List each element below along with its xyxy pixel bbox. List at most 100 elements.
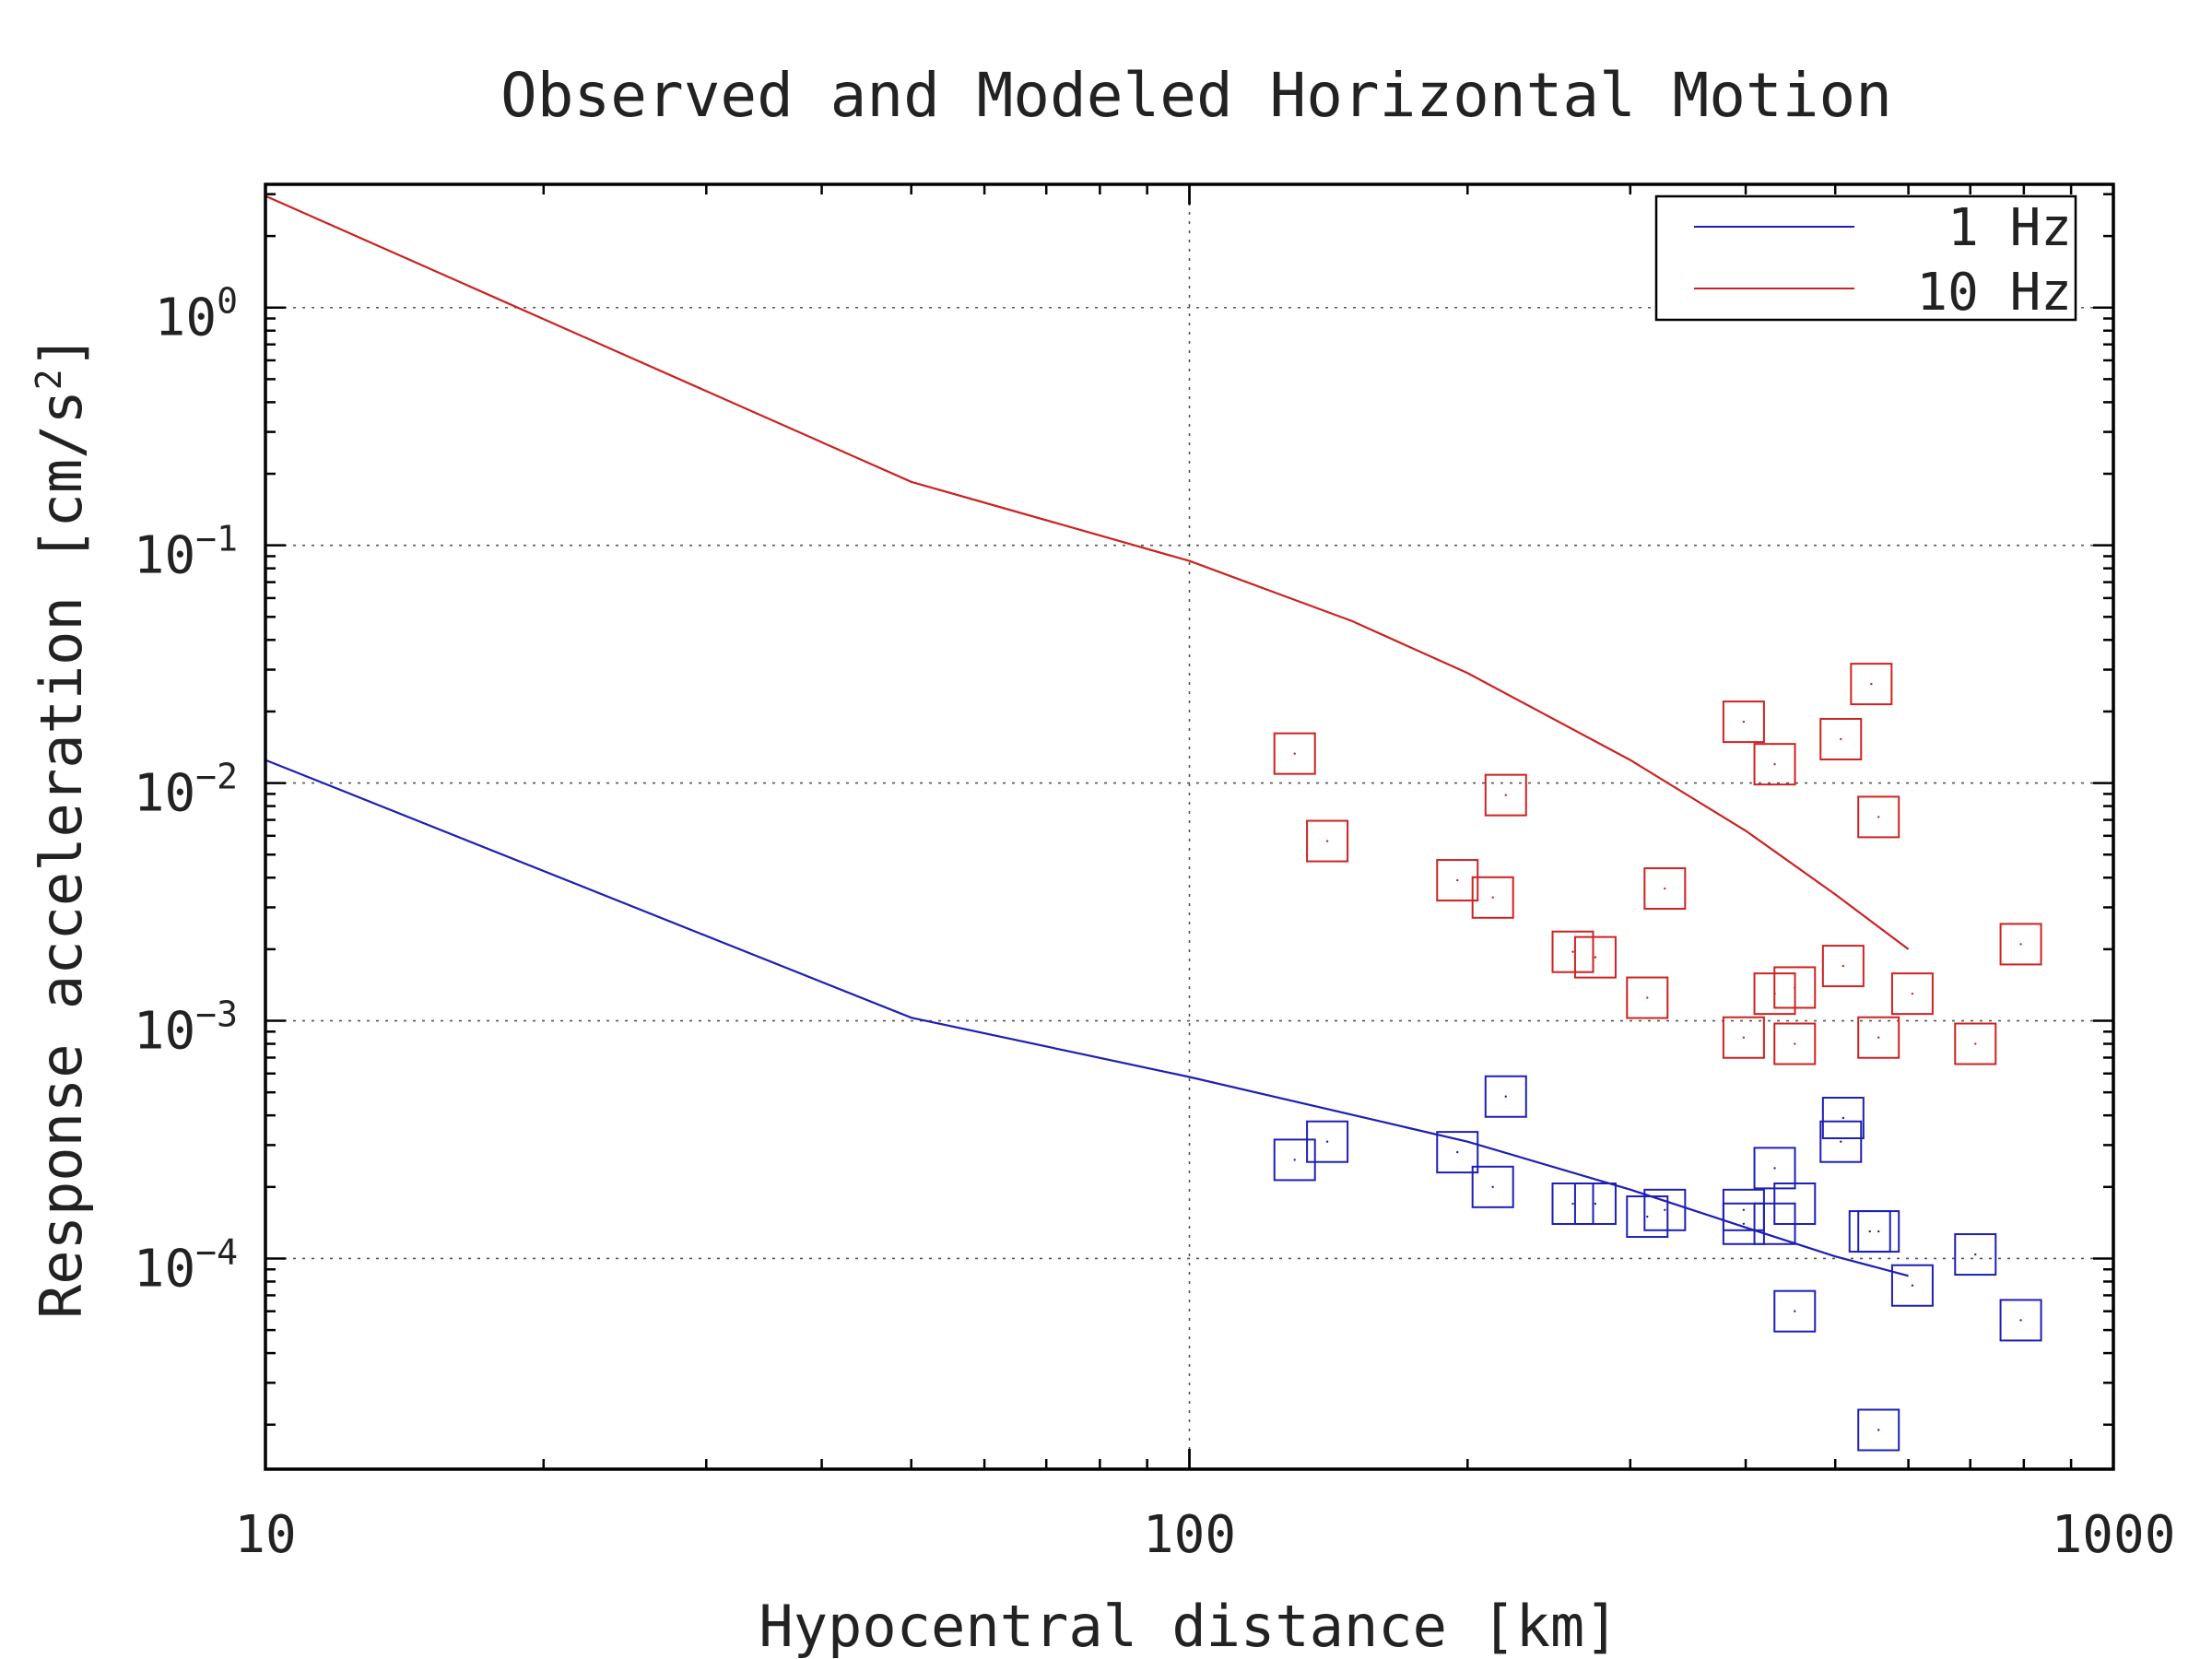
y-tick-exponent: −4	[195, 1231, 238, 1272]
data-point-center	[1870, 682, 1873, 686]
grid-lines	[265, 184, 2113, 1469]
data-point-center	[1594, 956, 1597, 959]
data-point-marker	[1573, 1182, 1617, 1226]
data-point-marker	[1471, 876, 1514, 919]
y-axis-label: Response acceleration [cm/s2]	[28, 335, 95, 1319]
data-point-marker	[1306, 819, 1349, 863]
chart-title: Observed and Modeled Horizontal Motion	[500, 60, 1892, 131]
data-point-center	[1571, 950, 1574, 953]
data-point-center	[1571, 1202, 1574, 1206]
x-tick-label: 1000	[2052, 1505, 2176, 1565]
x-tick-labels: 10 100 1000	[234, 1505, 2175, 1565]
legend-label-10hz: 10 Hz	[1916, 263, 2072, 323]
series-line	[265, 759, 1909, 1277]
data-point-center	[1794, 1310, 1796, 1312]
legend: 1 Hz 10 Hz	[1654, 194, 2077, 323]
data-point-marker	[1954, 1022, 1997, 1065]
data-point-center	[1325, 1140, 1329, 1143]
data-point-marker	[1436, 859, 1479, 902]
data-point-center	[1742, 1036, 1746, 1039]
data-point-marker	[1643, 867, 1687, 911]
y-tick-label: 10−2	[134, 757, 238, 824]
data-point-center	[1504, 1095, 1507, 1098]
data-point-marker	[1999, 923, 2042, 966]
data-point-center	[1742, 1208, 1746, 1212]
data-point-marker	[1626, 1195, 1669, 1239]
data-point-marker	[1722, 700, 1765, 744]
data-point-center	[1456, 878, 1459, 882]
y-tick-label: 100	[155, 281, 238, 348]
data-point-marker	[1857, 1016, 1900, 1059]
data-point-marker	[1573, 935, 1617, 979]
x-tick-label: 100	[1143, 1505, 1236, 1565]
data-point-marker	[1773, 1182, 1817, 1226]
data-point-marker	[1773, 1289, 1817, 1333]
data-point-marker	[1890, 1264, 1934, 1307]
data-point-center	[1664, 887, 1666, 890]
plot-frame	[264, 182, 2115, 1471]
data-point-center	[1325, 840, 1329, 842]
data-point-marker	[1850, 663, 1893, 706]
y-tick-label: 10−3	[134, 994, 238, 1062]
data-point-center	[1646, 1215, 1649, 1218]
data-point-center	[1504, 794, 1507, 796]
data-point-center	[1877, 816, 1880, 818]
data-point-center	[2019, 943, 2022, 946]
y-axis-label-text: Response acceleration [cm/s	[28, 390, 95, 1319]
data-point-marker	[1436, 1131, 1479, 1174]
data-point-marker	[1722, 1202, 1765, 1245]
data-point-marker	[1722, 1016, 1765, 1059]
data-point-marker	[1821, 1097, 1865, 1140]
data-point-center	[2019, 1319, 2022, 1322]
data-point-marker	[1643, 1188, 1687, 1231]
data-point-marker	[1484, 1075, 1527, 1118]
y-tick-base: 10	[134, 526, 195, 586]
data-point-center	[1742, 1222, 1746, 1225]
data-point-center	[1794, 1202, 1796, 1206]
data-point-center	[1773, 762, 1776, 766]
data-point-center	[1911, 992, 1914, 995]
data-point-marker	[1551, 1182, 1594, 1226]
legend-box	[1654, 194, 2077, 322]
data-point-marker	[1273, 732, 1316, 775]
x-tick-label: 10	[234, 1505, 296, 1565]
data-point-center	[1594, 1202, 1597, 1206]
data-point-center	[1868, 1230, 1871, 1233]
data-point-center	[1773, 1167, 1776, 1170]
data-point-center	[1491, 1185, 1494, 1189]
data-point-marker	[1857, 1210, 1900, 1253]
y-axis-label-close: ]	[28, 335, 95, 369]
data-point-center	[1841, 964, 1845, 968]
series-line	[265, 194, 1910, 950]
data-point-center	[1293, 752, 1296, 755]
data-point-marker	[1306, 1120, 1349, 1163]
data-point-marker	[1773, 1022, 1817, 1065]
data-point-marker	[1954, 1233, 1997, 1277]
data-point-center	[1664, 1208, 1666, 1212]
data-point-center	[1491, 896, 1494, 899]
data-point-marker	[1273, 1138, 1316, 1182]
data-point-marker	[1773, 966, 1817, 1009]
data-point-marker	[1471, 1165, 1514, 1208]
y-tick-base: 10	[155, 288, 217, 348]
data-point-marker	[1890, 972, 1934, 1016]
y-tick-base: 10	[134, 1239, 195, 1299]
y-tick-exponent: −3	[195, 994, 238, 1035]
data-point-marker	[1626, 976, 1669, 1019]
data-point-center	[1293, 1159, 1296, 1161]
y-tick-exponent: −1	[195, 519, 238, 559]
data-point-marker	[1753, 743, 1796, 786]
data-point-center	[1456, 1150, 1459, 1154]
y-tick-exponent: −2	[195, 757, 238, 797]
x-axis-label: Hypocentral distance [km]	[759, 1593, 1618, 1659]
data-point-center	[1742, 720, 1746, 724]
data-point-marker	[1551, 930, 1594, 973]
data-point-center	[1840, 737, 1842, 741]
data-point-center	[1974, 1253, 1977, 1256]
data-point-center	[1974, 1042, 1977, 1045]
data-point-center	[1646, 996, 1649, 999]
data-point-marker	[1999, 1299, 2042, 1342]
data-point-marker	[1821, 945, 1865, 988]
